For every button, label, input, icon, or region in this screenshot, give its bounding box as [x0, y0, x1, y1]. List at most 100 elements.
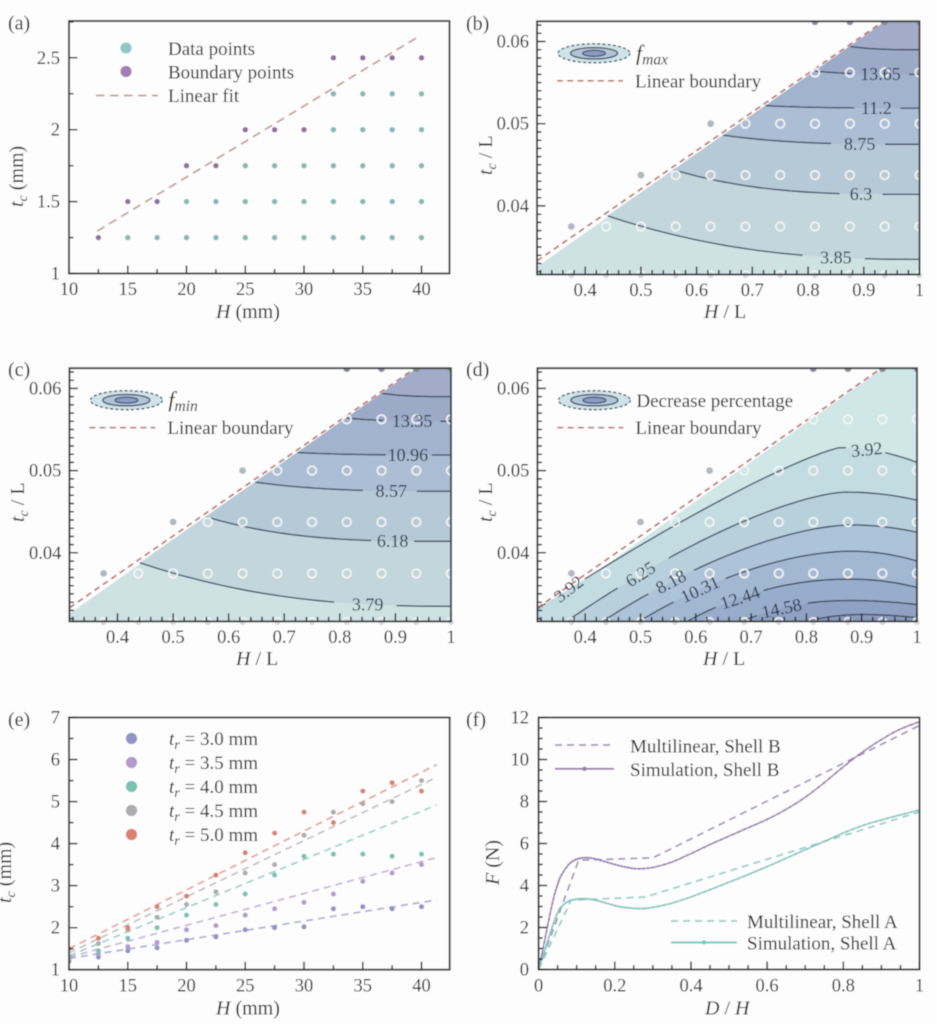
svg-text:0.6: 0.6: [685, 281, 708, 301]
svg-text:0.7: 0.7: [740, 628, 763, 648]
svg-text:13.35: 13.35: [392, 411, 433, 431]
svg-text:tc / L: tc / L: [7, 482, 32, 522]
svg-text:4: 4: [520, 877, 529, 897]
svg-text:1: 1: [912, 628, 921, 648]
svg-text:35: 35: [354, 977, 373, 997]
svg-text:tr = 4.5 mm: tr = 4.5 mm: [169, 801, 258, 825]
svg-text:D / H: D / H: [704, 998, 751, 1020]
svg-text:0.9: 0.9: [850, 628, 873, 648]
svg-text:0.06: 0.06: [497, 379, 529, 399]
svg-text:0.8: 0.8: [328, 628, 351, 648]
svg-text:0.4: 0.4: [106, 628, 129, 648]
svg-text:2: 2: [520, 919, 529, 939]
svg-text:3.92: 3.92: [850, 438, 883, 461]
svg-text:20: 20: [177, 977, 196, 997]
svg-text:35: 35: [354, 280, 373, 300]
svg-text:(b): (b): [466, 13, 489, 35]
svg-text:8: 8: [520, 793, 529, 813]
svg-text:3: 3: [51, 877, 60, 897]
svg-text:2: 2: [51, 919, 60, 939]
svg-text:1: 1: [446, 628, 455, 648]
svg-text:10: 10: [60, 280, 79, 300]
svg-text:1: 1: [51, 265, 60, 285]
svg-text:Simulation, Shell A: Simulation, Shell A: [747, 934, 897, 955]
svg-text:Simulation, Shell B: Simulation, Shell B: [630, 760, 779, 781]
svg-text:0.04: 0.04: [497, 197, 529, 217]
svg-text:0.5: 0.5: [629, 628, 652, 648]
svg-text:7: 7: [51, 709, 60, 729]
svg-text:8.57: 8.57: [375, 481, 407, 501]
svg-text:6.18: 6.18: [377, 531, 409, 551]
svg-text:2: 2: [51, 121, 60, 141]
svg-text:(a): (a): [8, 13, 30, 35]
svg-text:0.7: 0.7: [741, 281, 764, 301]
svg-text:0: 0: [520, 961, 529, 981]
svg-text:Multilinear, Shell B: Multilinear, Shell B: [630, 737, 781, 758]
svg-text:10: 10: [511, 751, 530, 771]
svg-text:Linear fit: Linear fit: [168, 86, 240, 107]
svg-text:Linear boundary: Linear boundary: [635, 418, 762, 439]
svg-text:0.4: 0.4: [574, 281, 597, 301]
svg-text:12: 12: [511, 709, 530, 729]
svg-text:0: 0: [534, 977, 543, 997]
svg-text:Decrease percentage: Decrease percentage: [636, 391, 793, 412]
svg-text:(f): (f): [466, 709, 486, 731]
svg-text:1: 1: [915, 977, 924, 997]
svg-text:tc (mm): tc (mm): [6, 146, 31, 207]
svg-text:tr = 5.0 mm: tr = 5.0 mm: [169, 825, 258, 849]
svg-text:(d): (d): [466, 359, 489, 381]
svg-text:tc (mm): tc (mm): [0, 842, 19, 903]
svg-text:0.06: 0.06: [29, 379, 61, 399]
svg-text:0.05: 0.05: [497, 115, 529, 135]
svg-text:H (mm): H (mm): [215, 998, 280, 1020]
svg-text:Linear boundary: Linear boundary: [635, 71, 762, 92]
svg-text:0.04: 0.04: [497, 544, 529, 564]
svg-text:0.4: 0.4: [679, 977, 702, 997]
svg-text:6: 6: [520, 835, 529, 855]
svg-text:0.5: 0.5: [629, 281, 652, 301]
svg-text:0.5: 0.5: [162, 628, 185, 648]
svg-text:F (N): F (N): [482, 840, 504, 886]
svg-text:0.05: 0.05: [497, 462, 529, 482]
svg-text:0.8: 0.8: [797, 281, 820, 301]
svg-text:8.75: 8.75: [844, 134, 876, 154]
svg-text:3.85: 3.85: [820, 248, 852, 268]
svg-text:H (mm): H (mm): [215, 301, 280, 323]
svg-text:0.6: 0.6: [756, 977, 779, 997]
svg-text:Boundary points: Boundary points: [168, 63, 294, 84]
svg-text:0.6: 0.6: [684, 628, 707, 648]
svg-text:1: 1: [915, 281, 924, 301]
svg-text:tr = 3.0 mm: tr = 3.0 mm: [169, 729, 258, 753]
svg-text:Linear boundary: Linear boundary: [167, 418, 294, 439]
svg-text:tr = 4.0 mm: tr = 4.0 mm: [169, 777, 258, 801]
svg-text:1.5: 1.5: [37, 193, 60, 213]
svg-text:0.2: 0.2: [603, 977, 626, 997]
svg-text:3.79: 3.79: [352, 594, 384, 614]
svg-text:tc / L: tc / L: [475, 482, 500, 522]
svg-text:0.9: 0.9: [384, 628, 407, 648]
svg-text:0.8: 0.8: [795, 628, 818, 648]
svg-text:40: 40: [412, 280, 431, 300]
svg-text:40: 40: [412, 977, 431, 997]
svg-text:25: 25: [236, 280, 255, 300]
svg-text:15: 15: [119, 977, 138, 997]
svg-text:Multilinear, Shell A: Multilinear, Shell A: [747, 912, 898, 933]
svg-text:30: 30: [295, 977, 314, 997]
svg-text:0.6: 0.6: [217, 628, 240, 648]
svg-text:6: 6: [51, 751, 60, 771]
svg-text:(c): (c): [8, 359, 30, 381]
svg-text:0.04: 0.04: [29, 544, 61, 564]
svg-text:10.96: 10.96: [388, 445, 429, 465]
svg-text:11.2: 11.2: [861, 98, 892, 118]
svg-text:H / L: H / L: [703, 301, 746, 323]
svg-text:25: 25: [236, 977, 255, 997]
svg-text:4: 4: [51, 835, 60, 855]
svg-text:tc / L: tc / L: [475, 135, 500, 175]
svg-text:H / L: H / L: [235, 648, 278, 670]
svg-text:15: 15: [119, 280, 138, 300]
svg-text:2.5: 2.5: [37, 49, 60, 69]
svg-text:H / L: H / L: [702, 648, 745, 670]
svg-text:0.06: 0.06: [497, 33, 529, 53]
svg-text:6.3: 6.3: [850, 184, 873, 204]
svg-text:30: 30: [295, 280, 314, 300]
